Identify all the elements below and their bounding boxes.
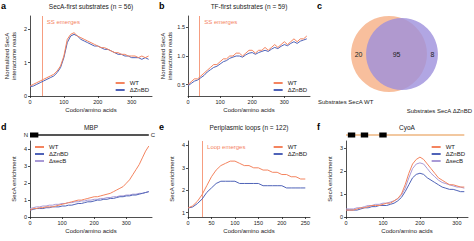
svg-text:0: 0 [24, 214, 27, 220]
svg-text:250: 250 [301, 220, 310, 226]
svg-text:Substrates SecA WT: Substrates SecA WT [318, 99, 374, 105]
svg-text:Normalized SecA: Normalized SecA [4, 33, 10, 79]
svg-text:100: 100 [230, 220, 239, 226]
svg-text:2: 2 [24, 26, 27, 32]
svg-text:0.5: 0.5 [177, 82, 185, 88]
svg-text:ΔZnBD: ΔZnBD [288, 151, 308, 157]
svg-text:1: 1 [182, 210, 185, 216]
svg-text:d: d [1, 122, 7, 132]
svg-text:SS emerges: SS emerges [204, 19, 237, 25]
svg-text:SecA enrichment: SecA enrichment [327, 156, 333, 202]
svg-text:Codon/amino acids: Codon/amino acids [65, 107, 116, 113]
svg-text:50: 50 [208, 220, 214, 226]
svg-text:200: 200 [93, 99, 102, 105]
svg-text:100: 100 [58, 220, 67, 226]
svg-text:SecA-first substrates (n = 56): SecA-first substrates (n = 56) [49, 3, 133, 11]
svg-text:300: 300 [280, 99, 289, 105]
svg-text:1.5: 1.5 [177, 24, 185, 30]
svg-text:CyoA: CyoA [399, 124, 416, 132]
svg-text:200: 200 [248, 99, 257, 105]
svg-text:100: 100 [216, 99, 225, 105]
svg-text:ΔZnBD: ΔZnBD [130, 87, 150, 93]
svg-text:150: 150 [254, 220, 263, 226]
svg-text:2: 2 [24, 180, 27, 186]
svg-text:3: 3 [182, 165, 185, 171]
svg-text:N: N [24, 132, 28, 138]
svg-text:300: 300 [452, 220, 461, 226]
svg-text:3: 3 [340, 145, 343, 151]
svg-text:WT: WT [49, 144, 59, 150]
svg-text:Loop emerges: Loop emerges [207, 144, 245, 150]
svg-text:200: 200 [415, 220, 424, 226]
svg-text:1: 1 [24, 60, 27, 66]
svg-text:0: 0 [28, 99, 31, 105]
svg-text:3: 3 [24, 163, 27, 169]
svg-text:TF-first substrates (n = 59): TF-first substrates (n = 59) [211, 3, 288, 11]
svg-text:Codon/amino acids: Codon/amino acids [223, 107, 274, 113]
svg-text:SecA enrichment: SecA enrichment [11, 156, 17, 202]
svg-text:0: 0 [24, 93, 27, 99]
svg-text:interactome reads: interactome reads [11, 32, 17, 80]
svg-text:ΔZnBD: ΔZnBD [288, 87, 308, 93]
svg-text:ΔZnBD: ΔZnBD [49, 151, 69, 157]
svg-text:300: 300 [122, 220, 131, 226]
svg-text:4: 4 [182, 142, 185, 148]
svg-text:1: 1 [24, 197, 27, 203]
svg-text:c: c [317, 1, 322, 11]
svg-text:300: 300 [127, 99, 136, 105]
svg-text:2: 2 [340, 168, 343, 174]
svg-text:Codon/amino acids: Codon/amino acids [223, 228, 274, 234]
svg-text:Codon/amino acids: Codon/amino acids [381, 228, 432, 234]
svg-text:Substrates SecA ΔZnBD: Substrates SecA ΔZnBD [407, 108, 473, 114]
svg-text:WT: WT [446, 144, 456, 150]
svg-text:0: 0 [344, 220, 347, 226]
svg-text:interactome reads: interactome reads [167, 32, 173, 80]
svg-text:20: 20 [355, 51, 363, 58]
svg-text:4: 4 [24, 146, 27, 152]
svg-text:Codon/amino acids: Codon/amino acids [65, 228, 116, 234]
svg-text:0: 0 [28, 220, 31, 226]
svg-text:WT: WT [288, 144, 298, 150]
svg-text:0: 0 [186, 220, 189, 226]
svg-text:200: 200 [90, 220, 99, 226]
svg-text:200: 200 [277, 220, 286, 226]
svg-text:2: 2 [182, 187, 185, 193]
svg-text:1: 1 [340, 191, 343, 197]
svg-text:a: a [1, 1, 7, 11]
svg-text:1.0: 1.0 [177, 53, 185, 59]
svg-text:C: C [151, 132, 156, 138]
svg-text:WT: WT [288, 80, 298, 86]
svg-text:e: e [159, 122, 164, 132]
svg-text:f: f [317, 122, 321, 132]
svg-text:0: 0 [340, 214, 343, 220]
svg-text:SS emerges: SS emerges [47, 19, 80, 25]
svg-text:100: 100 [378, 220, 387, 226]
svg-text:Periplasmic loops (n = 122): Periplasmic loops (n = 122) [210, 124, 289, 132]
svg-text:100: 100 [59, 99, 68, 105]
svg-text:0: 0 [186, 99, 189, 105]
svg-text:SecA enrichment: SecA enrichment [169, 156, 175, 202]
svg-text:8: 8 [431, 51, 435, 58]
svg-text:Normalized SecA: Normalized SecA [160, 33, 166, 79]
svg-text:ΔZnBD: ΔZnBD [446, 151, 466, 157]
svg-text:b: b [159, 1, 165, 11]
svg-text:ΔsecB: ΔsecB [446, 158, 463, 164]
svg-text:WT: WT [130, 80, 140, 86]
svg-text:ΔsecB: ΔsecB [49, 158, 66, 164]
svg-text:95: 95 [393, 51, 401, 58]
svg-text:MBP: MBP [84, 124, 98, 131]
